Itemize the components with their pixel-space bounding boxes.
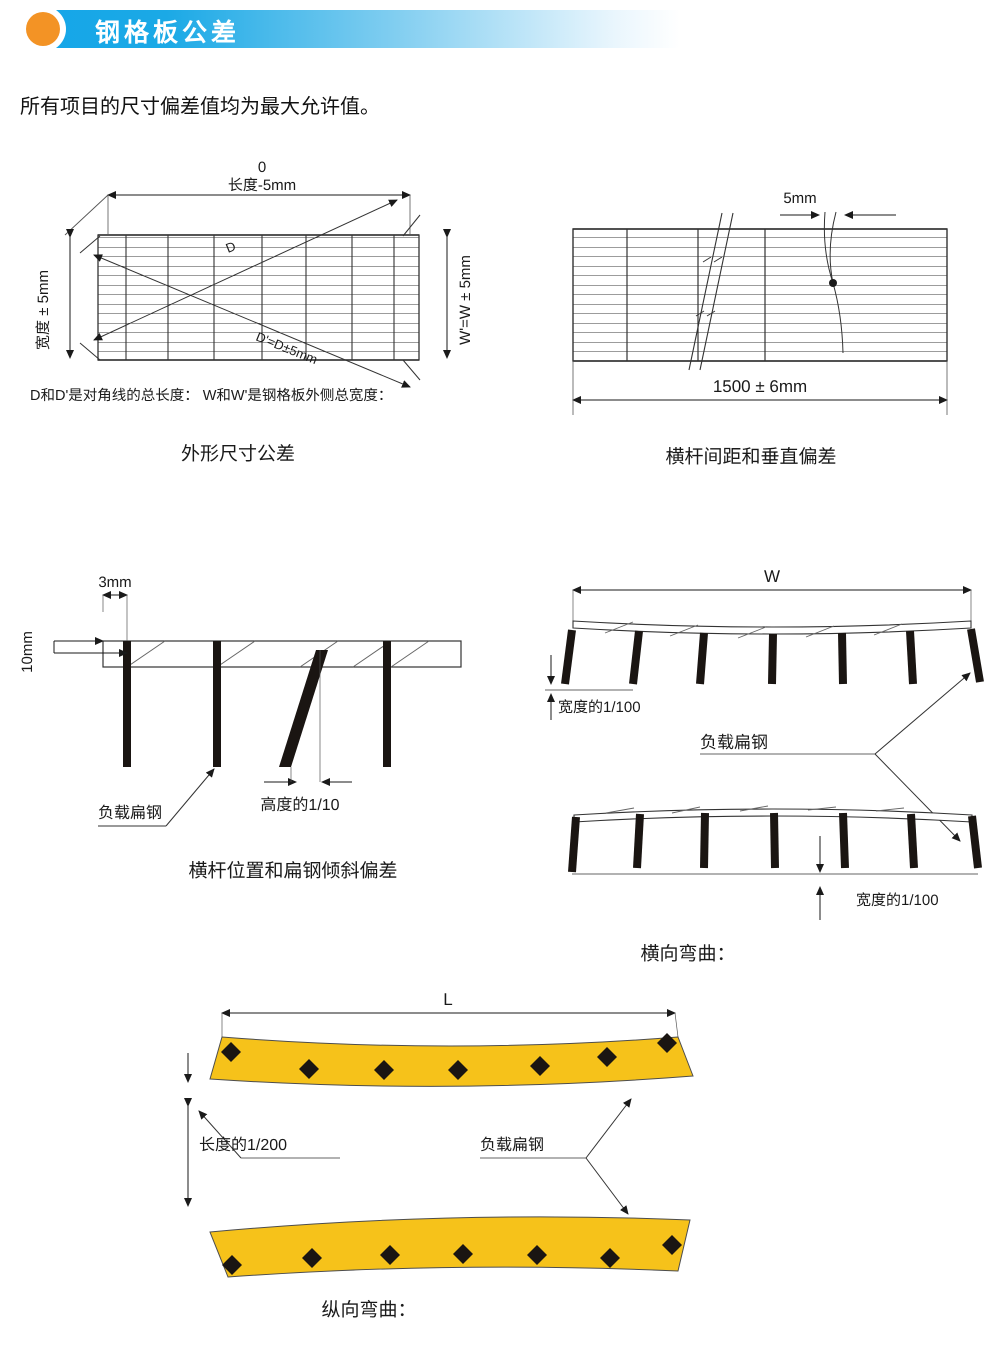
svg-text:L: L	[443, 990, 452, 1009]
svg-text:宽度 ± 5mm: 宽度 ± 5mm	[35, 270, 52, 350]
svg-text:0: 0	[258, 159, 266, 176]
svg-text:W'=W ± 5mm: W'=W ± 5mm	[457, 255, 474, 345]
svg-text:横杆间距和垂直偏差: 横杆间距和垂直偏差	[665, 446, 836, 468]
svg-text:W: W	[764, 567, 780, 586]
svg-text:5mm: 5mm	[783, 190, 816, 207]
svg-text:高度的1/10: 高度的1/10	[260, 796, 339, 814]
svg-text:10mm: 10mm	[19, 631, 36, 673]
svg-text:长度的1/200: 长度的1/200	[199, 1136, 287, 1154]
svg-text:负载扁钢: 负载扁钢	[98, 804, 162, 822]
svg-text:1500 ± 6mm: 1500 ± 6mm	[713, 377, 807, 396]
svg-text:外形尺寸公差: 外形尺寸公差	[181, 444, 295, 465]
svg-text:长度-5mm: 长度-5mm	[228, 177, 296, 194]
svg-text:横向弯曲：: 横向弯曲：	[640, 943, 735, 965]
svg-text:3mm: 3mm	[98, 574, 131, 591]
svg-text:宽度的1/100: 宽度的1/100	[558, 699, 641, 716]
svg-text:纵向弯曲：: 纵向弯曲：	[321, 1299, 416, 1321]
svg-text:横杆位置和扁钢倾斜偏差: 横杆位置和扁钢倾斜偏差	[188, 860, 397, 882]
svg-text:D和D'是对角线的总长度： W和W'是钢格板外侧总宽度：: D和D'是对角线的总长度： W和W'是钢格板外侧总宽度：	[30, 387, 392, 404]
svg-text:负载扁钢: 负载扁钢	[480, 1136, 544, 1154]
svg-text:宽度的1/100: 宽度的1/100	[856, 892, 939, 909]
svg-text:负载扁钢: 负载扁钢	[700, 733, 768, 752]
